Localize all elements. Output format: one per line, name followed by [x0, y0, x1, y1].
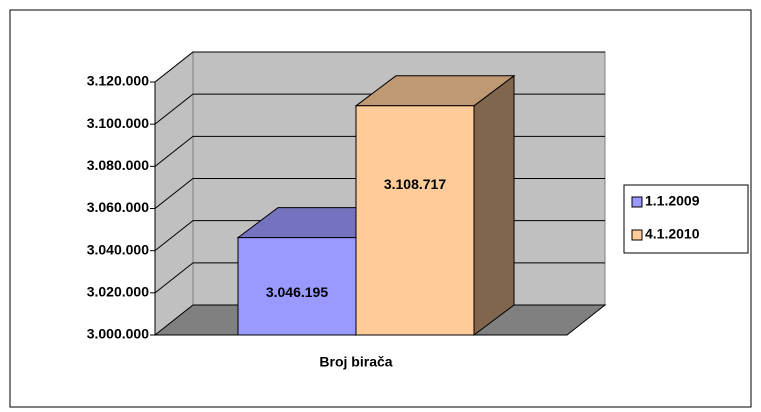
y-tick-label: 3.100.000 [87, 115, 149, 131]
y-tick-label: 3.080.000 [87, 157, 149, 173]
grid-line [154, 51, 605, 83]
legend: 1.1.2009 4.1.2010 [623, 184, 749, 254]
legend-box [623, 184, 749, 254]
y-tick-label: 3.120.000 [87, 73, 149, 89]
y-tick-label: 3.020.000 [87, 284, 149, 300]
y-tick-label: 3.040.000 [87, 241, 149, 257]
bar [354, 74, 516, 336]
x-tick-label: Broj birača [319, 354, 392, 370]
data-label: 3.108.717 [384, 176, 446, 192]
y-tick-label: 3.060.000 [87, 199, 149, 215]
legend-label: 4.1.2010 [645, 226, 700, 242]
bar-side [473, 74, 515, 336]
bar-front [237, 237, 357, 336]
y-tick-label: 3.000.000 [87, 326, 149, 342]
bar-front [355, 105, 475, 336]
data-label: 3.046.195 [266, 284, 328, 300]
legend-label: 1.1.2009 [645, 193, 700, 209]
legend-swatch [631, 229, 643, 241]
legend-swatch [631, 196, 643, 208]
